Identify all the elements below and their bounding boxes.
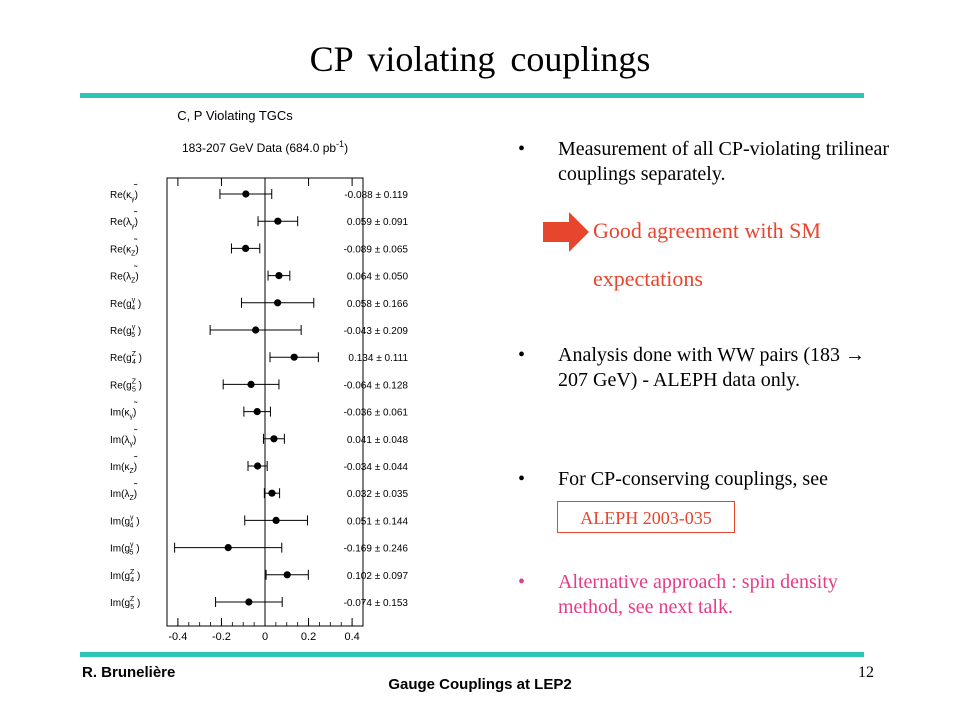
value-label: 0.059 ± 0.091: [347, 217, 409, 228]
data-point: [247, 380, 255, 388]
value-label: -0.034 ± 0.044: [344, 462, 409, 473]
data-point: [274, 299, 282, 307]
footer-title: Gauge Couplings at LEP2: [388, 676, 572, 693]
row-label: Re(gγ 4 ): [110, 297, 141, 312]
chart-title: C, P Violating TGCs: [177, 108, 293, 123]
data-point: [224, 544, 232, 552]
bullet-text: Alternative approach : spin density meth…: [558, 571, 838, 618]
callout-line-1: Good agreement with SM: [593, 218, 821, 243]
bullet-text: Measurement of all CP-violating trilinea…: [558, 138, 890, 185]
data-point: [253, 462, 262, 470]
bullet-text: Analysis done with WW pairs (183 → 207 G…: [558, 344, 866, 391]
bullet-dot: •: [518, 468, 526, 490]
bullet-dot: •: [518, 571, 526, 593]
row-label: Re(gZ 5 ): [110, 378, 142, 393]
row-label: Im(gγ 5 ): [110, 542, 140, 557]
bottom-divider: [80, 652, 864, 657]
callout-line-2: expectations: [593, 266, 703, 291]
data-point: [275, 272, 283, 280]
chart-subtitle-main: 183-207 GeV Data (684.0 pb: [182, 141, 336, 155]
data-point: [242, 190, 250, 198]
slide-title: CP violating couplings: [309, 39, 651, 79]
value-label: -0.043 ± 0.209: [344, 326, 409, 337]
bullet-text: For CP-conserving couplings, see: [558, 468, 828, 490]
value-label: -0.169 ± 0.246: [344, 544, 409, 555]
data-point: [270, 435, 278, 443]
value-label: 0.058 ± 0.166: [347, 299, 409, 310]
data-point: [242, 244, 250, 252]
data-point: [290, 353, 298, 361]
data-point: [283, 571, 291, 579]
row-label: Im(gZ 4 ): [110, 569, 140, 584]
row-label: Im(λZ): [110, 489, 137, 502]
value-label: 0.064 ± 0.050: [347, 272, 409, 283]
cp-coupling-chart: C, P Violating TGCs 183-207 GeV Data (68…: [110, 108, 409, 643]
data-point: [245, 598, 253, 606]
x-tick-label: 0.2: [301, 631, 316, 643]
row-label: Im(κγ): [110, 408, 136, 421]
value-label: 0.102 ± 0.097: [347, 571, 409, 582]
top-divider: [80, 93, 864, 98]
x-axis: -0.4 -0.2 0 0.2 0.4: [166, 178, 364, 643]
chart-subtitle-end: ): [344, 141, 348, 155]
page-number: 12: [858, 664, 874, 681]
accent-mark: ˜: [133, 265, 138, 276]
accent-mark: ˜: [133, 237, 138, 248]
chart-subtitle: 183-207 GeV Data (684.0 pb-1): [182, 139, 348, 155]
accent-mark: ˜: [133, 183, 138, 194]
plot-layer: [174, 178, 319, 626]
value-label: 0.134 ± 0.111: [348, 353, 408, 364]
value-label-layer: -0.088 ± 0.119 0.059 ± 0.091 -0.089 ± 0.06…: [344, 190, 409, 609]
right-arrow-icon: [543, 212, 589, 252]
bullet-dot: •: [518, 138, 526, 160]
row-label: Re(gZ 4 ): [110, 351, 142, 366]
data-point: [268, 489, 276, 497]
row-label: Re(λγ): [110, 217, 138, 230]
row-label: Im(gγ 4 ): [110, 514, 140, 529]
row-label-layer: Re(κγ)˜Re(λγ)˜Re(κZ)˜Re(λZ)˜Re(gγ 4 )Re(g…: [110, 183, 142, 611]
author: R. Brunelière: [82, 664, 176, 681]
accent-mark: ˜: [133, 482, 138, 493]
x-tick-label: 0.4: [344, 631, 359, 643]
row-label: Re(λZ): [110, 272, 139, 285]
row-label: Re(κZ): [110, 244, 139, 257]
chart-subtitle-sup: -1: [336, 139, 344, 149]
value-label: -0.074 ± 0.153: [344, 598, 409, 609]
data-point: [272, 516, 280, 524]
data-point: [274, 217, 282, 225]
accent-mark: ˜: [133, 428, 138, 439]
accent-mark: ˜: [133, 455, 138, 466]
data-point: [252, 326, 260, 334]
row-label: Im(gZ 5 ): [110, 596, 140, 611]
row-label: Im(κZ): [110, 462, 137, 475]
value-label: 0.051 ± 0.144: [347, 516, 409, 527]
row-label: Re(κγ): [110, 190, 138, 203]
bullet-dot: •: [518, 344, 526, 366]
x-tick-label: -0.4: [168, 631, 187, 643]
value-label: 0.041 ± 0.048: [347, 435, 409, 446]
value-label: -0.064 ± 0.128: [344, 380, 409, 391]
accent-mark: ˜: [133, 210, 138, 221]
reference-box: ALEPH 2003-035: [557, 501, 735, 533]
x-tick-label: -0.2: [212, 631, 231, 643]
row-label: Im(λγ): [110, 435, 136, 448]
value-label: 0.032 ± 0.035: [347, 489, 409, 500]
row-label: Re(gγ 5 ): [110, 324, 141, 339]
value-label: -0.089 ± 0.065: [344, 244, 409, 255]
value-label: -0.036 ± 0.061: [344, 408, 409, 419]
accent-mark: ˜: [133, 401, 138, 412]
data-point: [253, 408, 261, 416]
value-label: -0.088 ± 0.119: [344, 190, 408, 201]
x-tick-label: 0: [262, 631, 268, 643]
